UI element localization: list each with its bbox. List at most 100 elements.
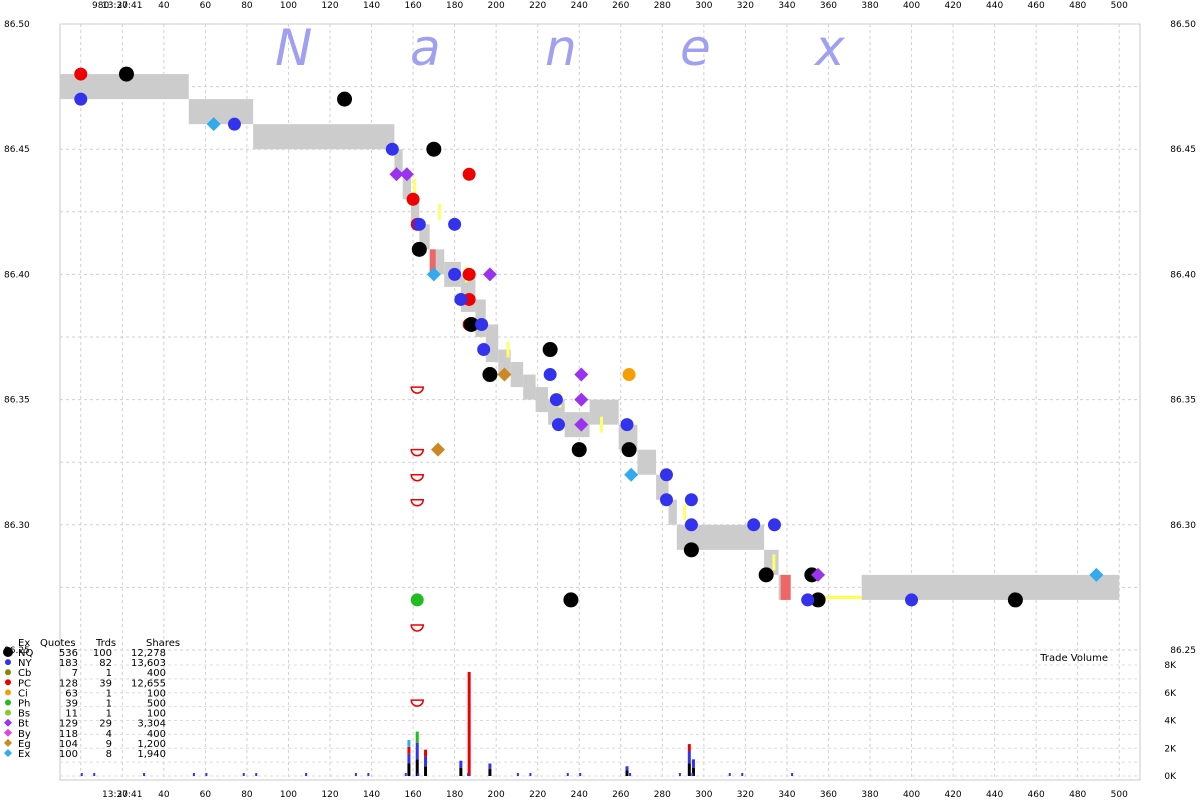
legend-quotes: 11 bbox=[65, 709, 78, 720]
volume-bar bbox=[625, 766, 629, 771]
legend-ex: Bt bbox=[18, 719, 29, 730]
spread-marker bbox=[438, 203, 441, 220]
volume-bar bbox=[407, 763, 411, 776]
x-tick-top: 460 bbox=[1028, 1, 1045, 11]
x-tick-top: 20 bbox=[117, 1, 129, 11]
spread-marker bbox=[600, 416, 603, 433]
x-tick-bottom: 240 bbox=[571, 790, 588, 800]
x-tick-top: 300 bbox=[695, 1, 712, 11]
quote-mark-nq bbox=[118, 66, 134, 82]
x-tick-bottom: 320 bbox=[737, 790, 754, 800]
watermark-letter: a bbox=[410, 19, 441, 77]
volume-tick bbox=[305, 773, 308, 776]
x-tick-bottom: 440 bbox=[986, 790, 1003, 800]
x-tick-top: 440 bbox=[986, 1, 1003, 11]
volume-tick bbox=[691, 773, 694, 776]
quote-mark-nq bbox=[426, 141, 442, 157]
legend-swatch bbox=[5, 669, 11, 676]
x-tick-top: 260 bbox=[612, 1, 629, 11]
volume-tick bbox=[579, 773, 582, 776]
nbbo-box bbox=[510, 362, 524, 388]
axis-labels: 86.50 86.50 86.45 86.45 86.40 86.40 86.35 86.35… bbox=[4, 1, 1196, 800]
x-tick-top: 60 bbox=[200, 1, 212, 11]
quote-mark-nq bbox=[571, 442, 587, 458]
legend-swatch bbox=[5, 679, 11, 686]
quote-mark-ex bbox=[1089, 567, 1104, 582]
quote-mark-ny bbox=[475, 317, 489, 331]
quote-mark-ny bbox=[454, 292, 468, 306]
nbbo-box bbox=[485, 324, 499, 363]
volume-bar bbox=[488, 769, 492, 776]
quote-mark-nq bbox=[482, 367, 498, 383]
volume-tick bbox=[404, 773, 407, 776]
nbbo-box bbox=[668, 499, 677, 525]
volume-bar bbox=[687, 751, 691, 764]
spread-marker bbox=[506, 341, 510, 358]
quote-mark-ny bbox=[659, 468, 673, 482]
quote-mark-bt bbox=[574, 367, 589, 382]
volume-tick bbox=[741, 773, 744, 776]
legend-trds: 82 bbox=[99, 658, 112, 669]
quote-mark-pc bbox=[462, 167, 476, 181]
volume-bar bbox=[488, 763, 492, 770]
legend-trds: 9 bbox=[106, 739, 112, 750]
price-label-right: 86.45 bbox=[1170, 145, 1196, 155]
quote-mark-ny bbox=[227, 117, 241, 131]
legend-ex: PC bbox=[18, 678, 31, 689]
volume-bar bbox=[415, 731, 419, 743]
legend-quotes: 128 bbox=[59, 678, 78, 689]
quote-mark-nq bbox=[563, 592, 579, 608]
volume-tick bbox=[516, 773, 519, 776]
quote-mark-ny bbox=[551, 418, 565, 432]
nbbo-box bbox=[861, 574, 1120, 600]
legend-shares: 100 bbox=[147, 709, 166, 720]
time-top: 13:37:41 bbox=[102, 1, 142, 11]
x-tick-bottom: 100 bbox=[280, 790, 297, 800]
volume-bar bbox=[687, 744, 691, 752]
x-tick-bottom: 120 bbox=[321, 790, 338, 800]
x-tick-top: 40 bbox=[158, 1, 170, 11]
x-tick-top: 280 bbox=[654, 1, 671, 11]
legend-quotes: 63 bbox=[65, 688, 78, 699]
x-tick-top: 180 bbox=[446, 1, 463, 11]
quote-mark-pc bbox=[406, 192, 420, 206]
price-label-left: 86.45 bbox=[4, 145, 30, 155]
x-tick-bottom: 180 bbox=[446, 790, 463, 800]
crossed-marker bbox=[780, 574, 791, 600]
price-label-left: 86.35 bbox=[4, 396, 30, 406]
legend-trds: 1 bbox=[106, 709, 112, 720]
legend-trds: 1 bbox=[106, 668, 112, 679]
volume-bar bbox=[459, 767, 463, 776]
volume-title: Trade Volume bbox=[1039, 653, 1108, 664]
quote-mark-ny bbox=[684, 518, 698, 532]
legend-swatch bbox=[5, 659, 11, 666]
watermark-letter: N bbox=[275, 19, 312, 77]
legend-swatch bbox=[4, 718, 12, 727]
legend-header: Ex bbox=[18, 638, 30, 649]
quote-mark-nq bbox=[542, 342, 558, 358]
legend-shares: 12,278 bbox=[131, 648, 166, 659]
x-tick-top: 120 bbox=[321, 1, 338, 11]
x-tick-top: 500 bbox=[1111, 1, 1128, 11]
quote-mark-ny bbox=[801, 593, 815, 607]
volume-bar bbox=[625, 770, 629, 776]
offset-label: 980 bbox=[92, 1, 109, 11]
quote-mark-ny bbox=[385, 142, 399, 156]
x-tick-bottom: 20 bbox=[117, 790, 129, 800]
quote-mark-ci bbox=[622, 368, 636, 382]
nbbo-box bbox=[411, 199, 420, 225]
quote-mark-pc bbox=[74, 67, 88, 81]
volume-tick bbox=[205, 773, 208, 776]
legend-quotes: 39 bbox=[65, 699, 78, 710]
volume-tick bbox=[192, 773, 195, 776]
x-tick-top: 200 bbox=[488, 1, 505, 11]
volume-bar bbox=[407, 753, 411, 764]
legend-shares: 13,603 bbox=[131, 658, 166, 669]
quote-mark-ny bbox=[477, 343, 491, 357]
quote-mark-pc bbox=[410, 499, 424, 507]
legend-ex: NY bbox=[18, 658, 32, 669]
volume-tick bbox=[529, 773, 532, 776]
quote-mark-ny bbox=[549, 393, 563, 407]
quote-mark-ny bbox=[747, 518, 761, 532]
